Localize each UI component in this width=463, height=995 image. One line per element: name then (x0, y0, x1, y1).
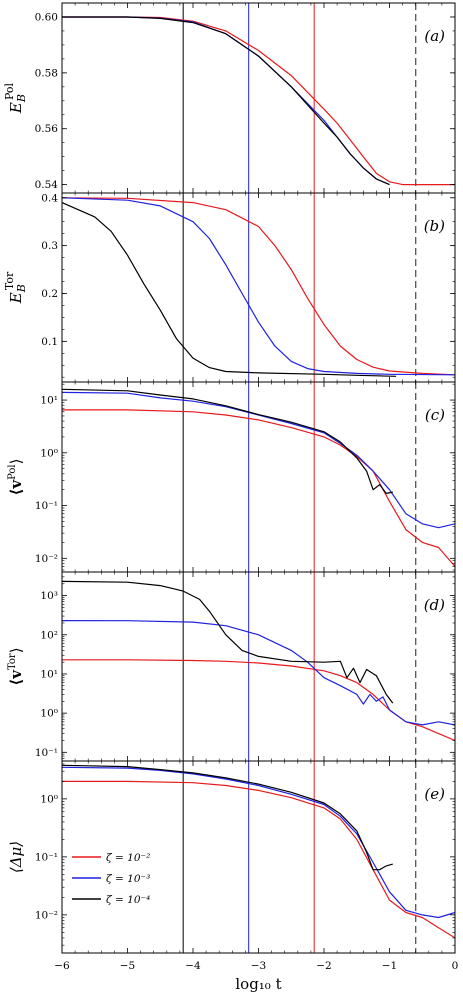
series-line-0 (62, 197, 455, 376)
y-axis-label: ⟨vTor⟩ (7, 647, 25, 685)
y-tick-label: 0.3 (41, 240, 58, 252)
series-line-2 (62, 202, 397, 377)
y-tick-label: 10⁰ (40, 793, 58, 805)
y-tick-label: 10¹ (40, 668, 58, 680)
series-line-2 (62, 580, 394, 704)
legend-label: ζ = 10⁻⁴ (106, 894, 150, 906)
y-tick-label: 10⁻¹ (35, 851, 58, 863)
y-tick-label: 0.60 (35, 11, 58, 23)
series-line-2 (62, 16, 390, 186)
x-tick-label: −4 (185, 960, 201, 972)
y-tick-label: 0.56 (35, 123, 59, 135)
series-line-1 (62, 197, 455, 376)
x-tick-label: −5 (120, 960, 135, 972)
y-tick-label: 10⁰ (40, 447, 58, 459)
panel-2: 10⁻² 10⁻¹ 10⁰ 10¹ (c) ⟨vPol⟩ (7, 381, 456, 573)
y-tick-label: 10⁻¹ (35, 500, 58, 512)
series-line-2 (62, 764, 393, 871)
series-line-0 (62, 16, 455, 186)
x-axis-label: log₁₀ t (235, 975, 281, 993)
y-tick-label: 10⁻² (35, 553, 58, 565)
y-tick-label: 10⁰ (40, 708, 58, 720)
y-tick-label: 10⁻¹ (35, 747, 58, 759)
y-tick-label: 10¹ (40, 395, 58, 407)
panel-label: (c) (425, 406, 445, 424)
series-line-0 (62, 409, 455, 567)
panel-0: 0.54 0.56 0.58 0.60 (a) EBPol (3, 2, 456, 194)
y-axis-label: EBPol (3, 82, 28, 114)
y-axis-label: ⟨vPol⟩ (7, 459, 25, 496)
legend-label: ζ = 10⁻³ (106, 873, 150, 885)
series-line-1 (62, 16, 390, 186)
y-tick-label: 10⁻² (35, 909, 58, 921)
panel-label: (a) (424, 27, 445, 45)
y-tick-label: 0.58 (35, 67, 58, 79)
panel-label: (d) (424, 596, 445, 614)
legend-label: ζ = 10⁻² (106, 852, 150, 864)
panel-1: 0.1 0.2 0.3 0.4 (b) EBTor (3, 192, 456, 383)
series-line-1 (62, 391, 455, 529)
y-tick-label: 0.54 (35, 179, 59, 191)
panel-label: (b) (424, 217, 445, 235)
series-line-0 (62, 659, 455, 742)
series-line-2 (62, 388, 393, 494)
y-tick-label: 0.1 (41, 336, 58, 348)
x-tick-label: −6 (54, 960, 70, 972)
y-tick-label: 0.2 (41, 288, 58, 300)
y-tick-label: 10² (40, 629, 58, 641)
series-line-0 (62, 780, 455, 939)
x-tick-label: −3 (251, 960, 266, 972)
y-tick-label: 10³ (40, 590, 58, 602)
y-axis-label: ⟨Δμ⟩ (7, 841, 25, 873)
axes-frame (61, 192, 456, 383)
y-axis-label: EBTor (3, 271, 28, 304)
y-tick-label: 0.4 (41, 192, 58, 204)
axes-frame (61, 571, 456, 762)
x-tick-label: −1 (382, 960, 397, 972)
series-line-1 (62, 619, 455, 726)
x-tick-label: −2 (316, 960, 331, 972)
legend: ζ = 10⁻² ζ = 10⁻³ ζ = 10⁻⁴ (72, 852, 150, 906)
x-tick-label: 0 (452, 960, 459, 972)
axes-frame (61, 2, 456, 194)
panel-label: (e) (424, 785, 445, 803)
panel-3: 10⁻¹ 10⁰ 10¹ 10² 10³ (d) ⟨vTor⟩ (7, 571, 456, 762)
series-line-1 (62, 766, 455, 919)
